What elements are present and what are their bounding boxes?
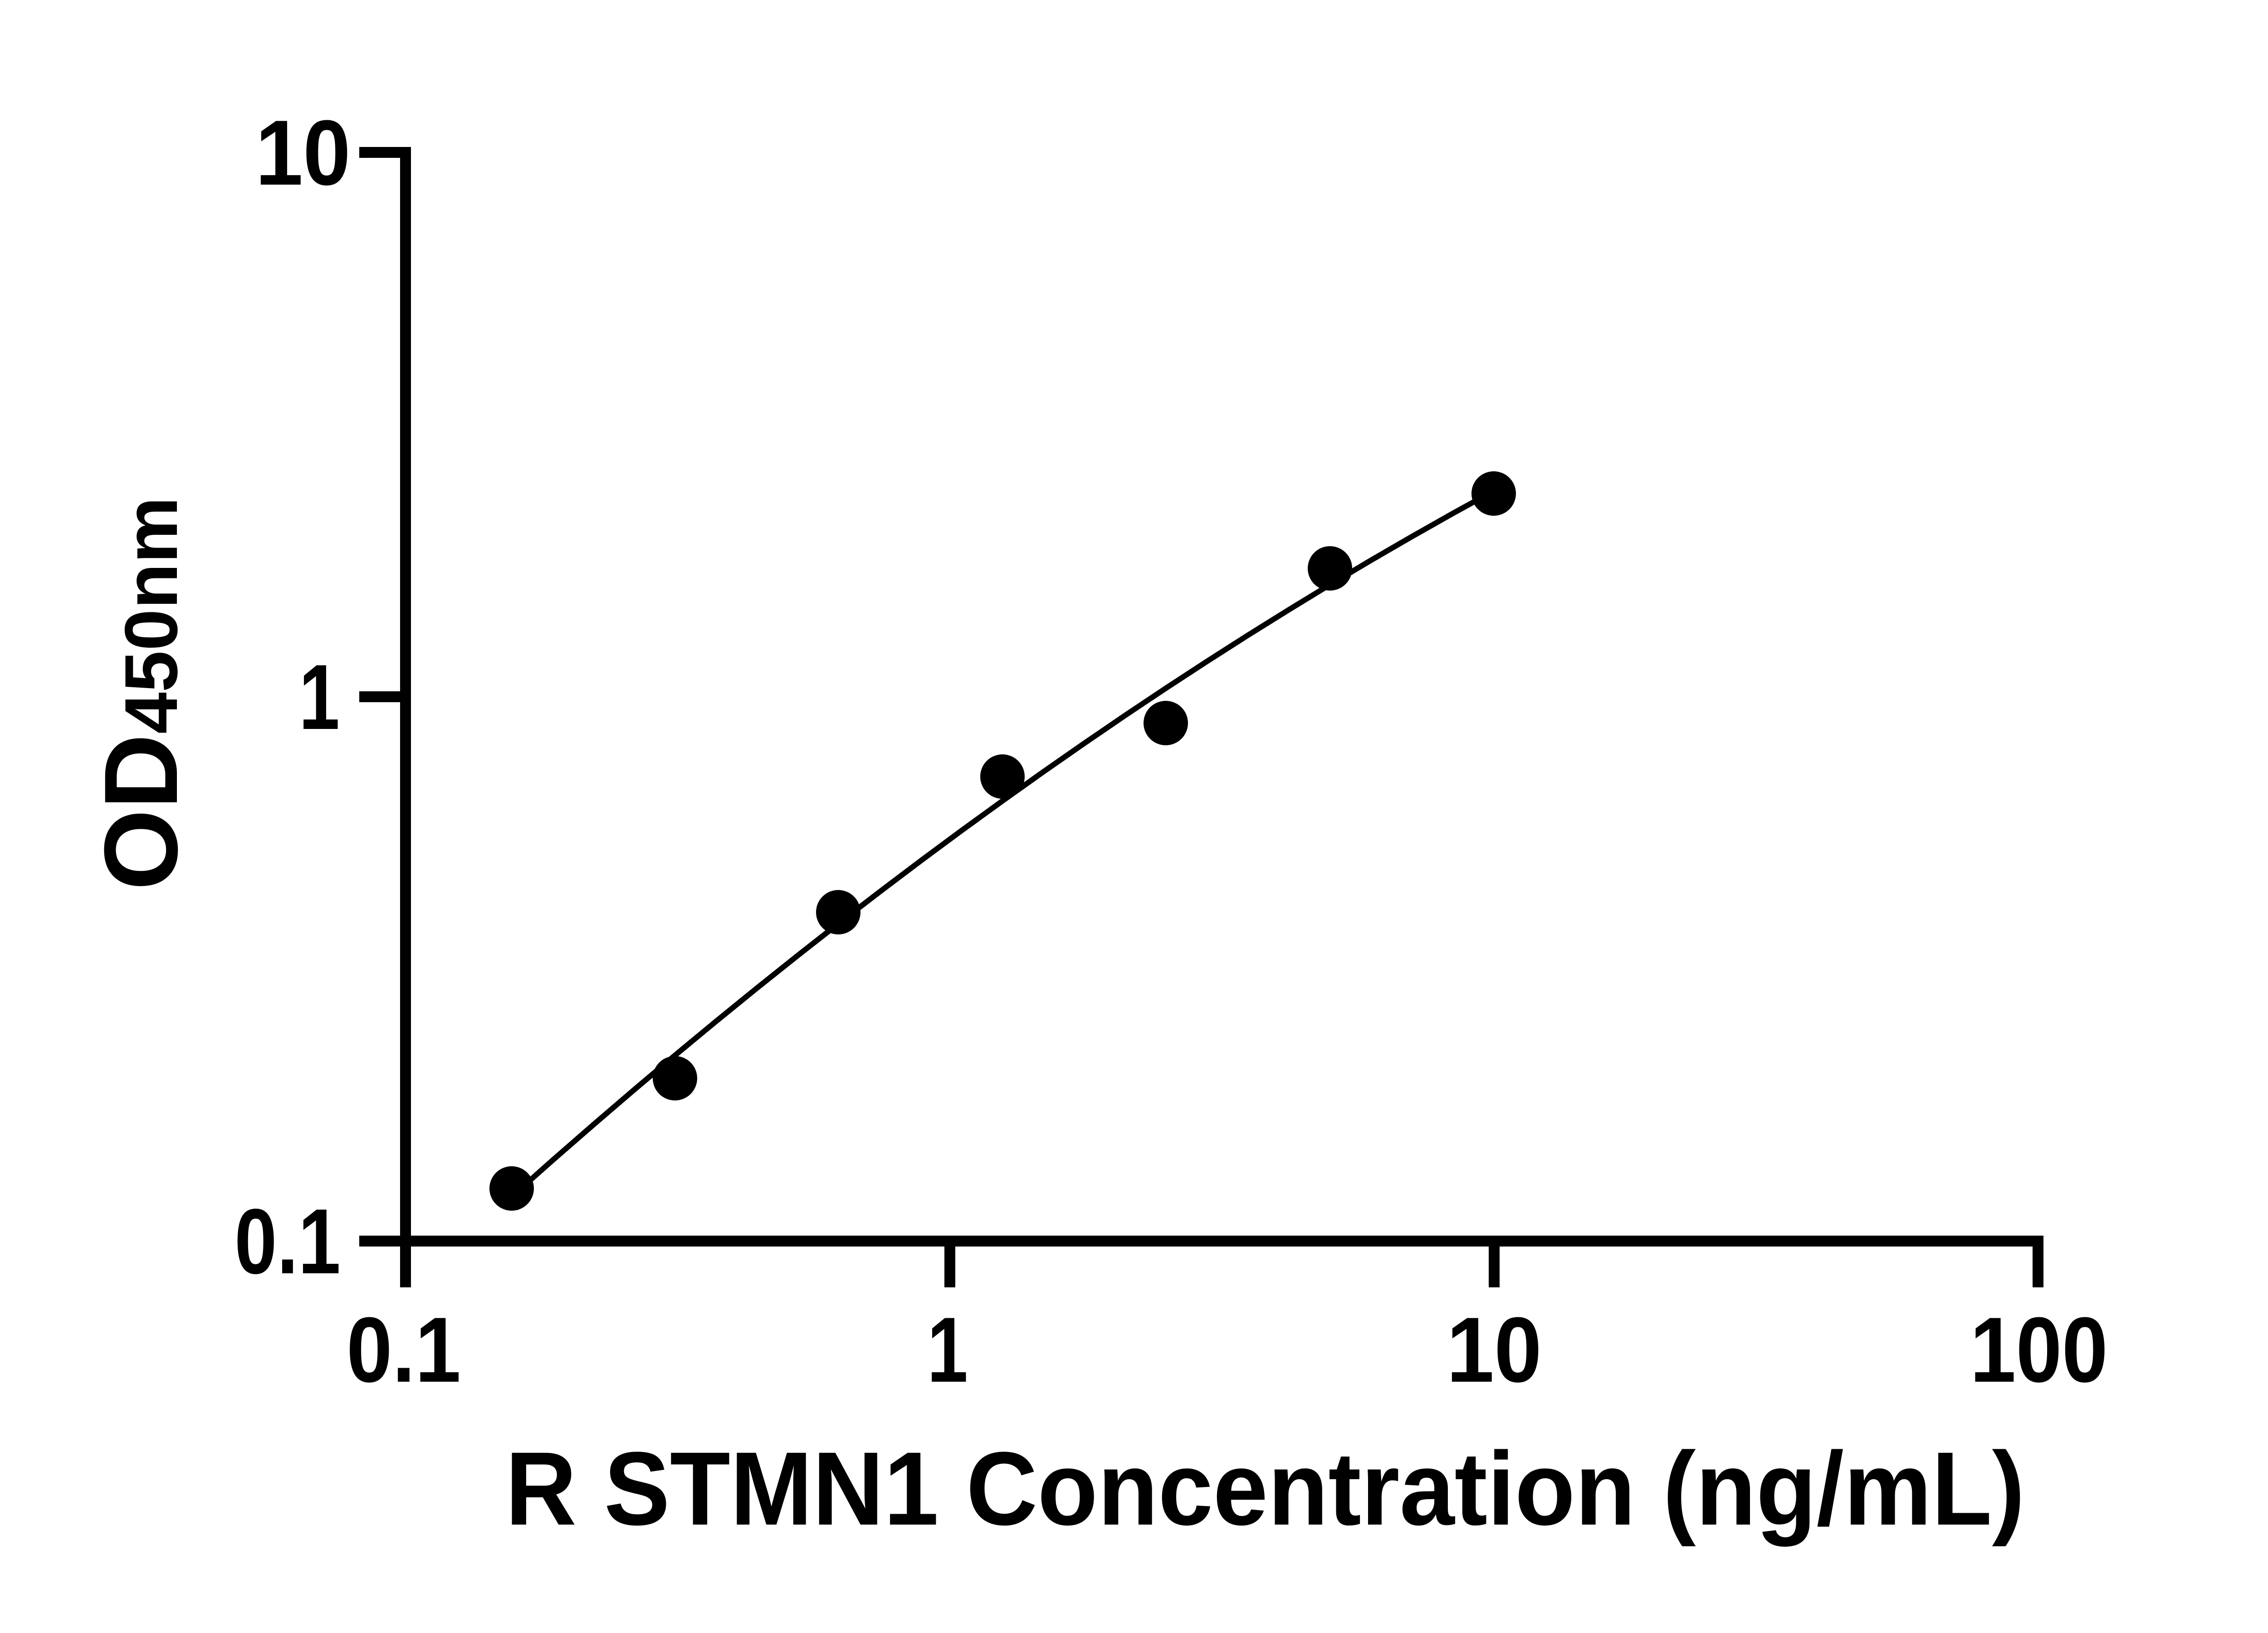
svg-text:R STMN1 Concentration (ng/mL): R STMN1 Concentration (ng/mL): [505, 1430, 2025, 1547]
svg-text:1: 1: [299, 645, 340, 749]
svg-text:10: 10: [255, 101, 351, 205]
svg-text:1: 1: [927, 1298, 968, 1402]
svg-text:0.1: 0.1: [235, 1190, 341, 1293]
svg-text:0.1: 0.1: [347, 1298, 461, 1402]
svg-text:100: 100: [1970, 1298, 2108, 1402]
svg-text:10: 10: [1447, 1298, 1542, 1402]
